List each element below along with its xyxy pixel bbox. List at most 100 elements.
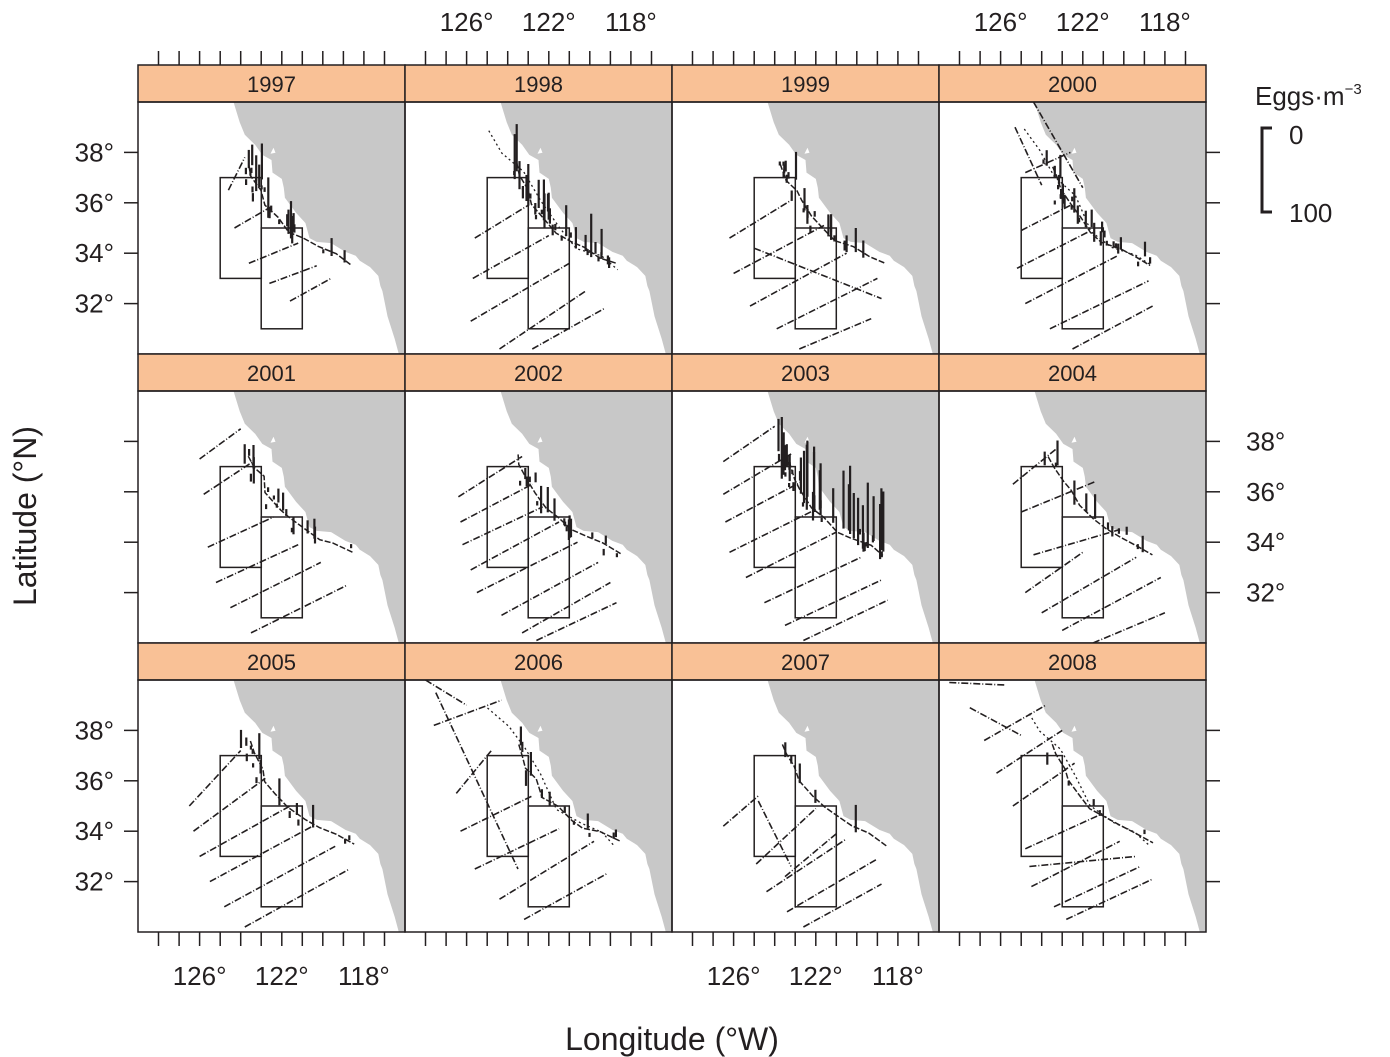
track-2006-4 [474,827,560,870]
track-offshore-2006 [487,707,614,846]
region-box-2002-1 [527,516,571,619]
axes: 126° 122° 118° 126° 122° 118° 126° 122° 118° 126°… [75,7,1286,991]
land-2004 [1034,391,1206,643]
y-tick-label-left-0-32: 32° [75,289,114,319]
strip-2001 [137,353,406,392]
track-2004-2 [1033,528,1120,556]
x-tick-label-bottom-0-118: 118° [338,961,390,991]
track-2006-3 [460,795,533,832]
track-offshore-2000 [1023,128,1152,266]
track-2007-4 [786,858,878,913]
track-2008-4 [1012,762,1076,807]
panel-2004: 2004 [938,353,1207,644]
track-nearshore-2005 [249,740,355,845]
y-tick-label-left-0-34: 34° [75,238,114,268]
strip-2004 [938,353,1207,392]
legend-title: Eggs·m−3 [1255,81,1362,111]
land-2006 [500,680,672,932]
y-tick-label-left-2-34: 34° [75,816,114,846]
y-tick-label-left-2-36: 36° [75,766,114,796]
track-2000-7 [1032,102,1084,189]
egg-spikes-1998 [513,124,611,268]
panel-2008: 2008 [938,642,1207,933]
region-box-1997-0 [219,176,263,280]
bay-1997 [270,147,276,154]
region-box-1999-0 [753,176,797,280]
track-1999-5 [753,247,882,300]
track-2000-6 [1072,305,1153,350]
panel-2005: 2005 [137,642,406,933]
track-2007-5 [803,883,882,928]
track-2004-6 [1092,612,1166,643]
y-tick-label-right-1-34: 34° [1246,527,1285,557]
x-tick-label-bottom-2-118: 118° [872,961,924,991]
panel-2002: 2002 [404,353,673,644]
region-box-2007-1 [794,805,838,908]
land-2002 [500,391,672,643]
region-box-1999-1 [794,227,838,330]
egg-spikes-1997 [244,143,346,263]
track-2005-0 [188,750,242,807]
track-1999-3 [776,277,878,330]
panel-map-2006 [425,680,672,932]
strip-label-2003: 2003 [781,361,830,386]
track-2008-5 [1024,815,1098,850]
panel-map-1998 [470,102,672,354]
panel-map-2000 [1014,102,1206,354]
strip-label-2005: 2005 [247,650,296,675]
egg-spikes-2008 [1046,752,1146,835]
track-1999-2 [749,252,847,307]
region-box-2006-1 [527,805,571,908]
x-tick-label-bottom-0-126: 126° [173,961,227,991]
track-2002-1 [460,483,533,523]
bay-2008 [1071,725,1077,732]
track-1997-3 [269,265,317,285]
region-box-2008-1 [1061,805,1105,908]
track-1997-4 [289,277,332,302]
track-1997-1 [234,207,270,229]
track-2001-4 [230,561,322,609]
region-box-2005-1 [260,805,304,908]
y-tick-label-right-1-32: 32° [1246,578,1285,608]
strip-2003 [671,353,940,392]
land-2000 [1034,102,1206,354]
egg-spikes-2001 [243,444,353,549]
region-box-2000-1 [1061,227,1105,330]
panel-map-1999 [729,102,939,354]
track-nearshore-2004 [1047,456,1153,556]
bay-2004 [1071,436,1077,443]
legend-scale-bar [1260,126,1272,214]
legend-label-min: 0 [1289,120,1303,150]
strip-label-2008: 2008 [1048,650,1097,675]
track-2002-2 [462,506,543,546]
track-2006-2 [455,750,492,794]
track-2002-5 [501,561,599,617]
egg-spikes-2004 [1043,440,1144,553]
track-2008-3 [996,729,1063,774]
track-1997-0 [227,157,246,191]
panel-1999: 1999 [671,64,940,355]
track-2003-4 [745,531,837,579]
region-box-2004-0 [1020,465,1064,569]
x-tick-label-top-1-122: 122° [522,7,576,37]
track-1997-2 [248,242,299,265]
land-2005 [233,680,405,932]
y-tick-label-left-0-38: 38° [75,137,114,167]
panel-2001: 2001 [137,353,406,644]
bay-2002 [537,436,543,443]
track-2000-4 [1024,254,1119,305]
track-2008-9 [1065,878,1153,921]
panel-1998: 1998 [404,64,673,355]
region-box-2003-1 [794,516,838,619]
tracks-2003 [722,425,889,642]
track-2000-3 [1016,229,1092,270]
bay-2000 [1071,147,1077,154]
strip-label-2000: 2000 [1048,72,1097,97]
track-2002-6 [521,581,611,634]
x-tick-label-bottom-0-122: 122° [255,961,309,991]
panel-map-2002 [457,391,672,643]
track-1998-1 [472,234,550,280]
track-2006-1 [433,699,502,727]
strip-label-2006: 2006 [514,650,563,675]
track-2008-2 [983,704,1047,742]
